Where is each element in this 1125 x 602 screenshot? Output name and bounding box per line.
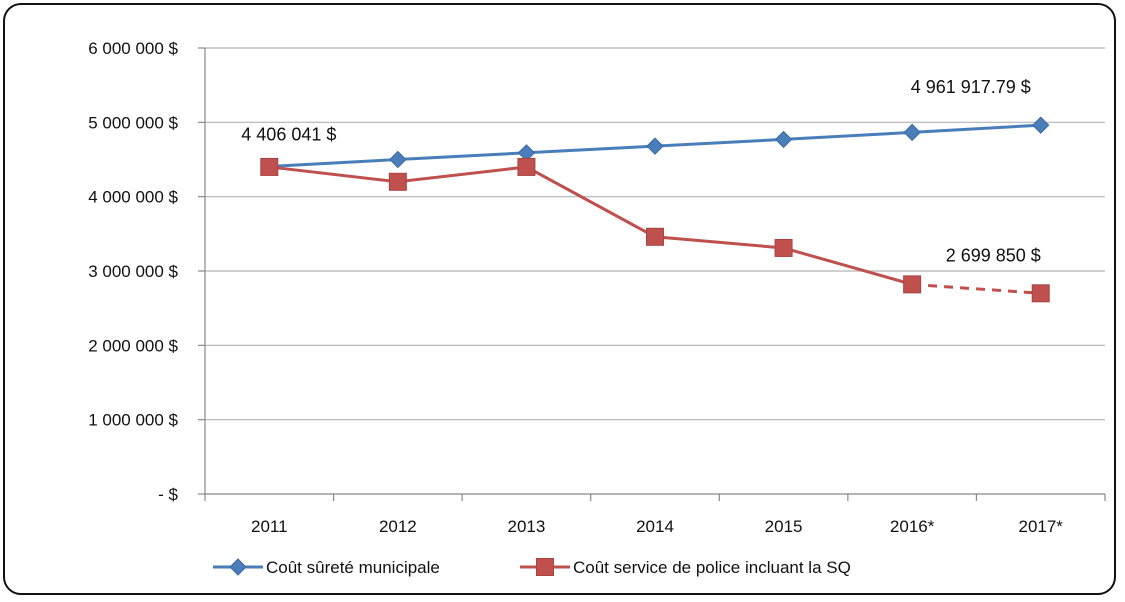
gridlines (198, 47, 1105, 495)
y-tick-label: - $ (158, 485, 178, 504)
data-point (903, 123, 921, 142)
data-point (903, 275, 922, 294)
y-tick-label: 2 000 000 $ (88, 336, 178, 355)
series-1 (260, 116, 1050, 176)
data-point (517, 157, 536, 176)
x-tick-label: 2015 (765, 517, 803, 536)
series-2 (260, 157, 1050, 303)
legend-marker (229, 558, 247, 576)
y-tick-label: 3 000 000 $ (88, 262, 178, 281)
y-tick-label: 1 000 000 $ (88, 411, 178, 430)
data-point (388, 172, 407, 191)
x-tick-label: 2014 (636, 517, 674, 536)
y-tick-label: 4 000 000 $ (88, 188, 178, 207)
data-point (774, 238, 793, 257)
data-point (646, 227, 664, 246)
y-tick-label: 5 000 000 $ (88, 113, 178, 132)
data-point (1031, 284, 1050, 303)
series-line-dashed (912, 282, 1041, 295)
data-label: 4 406 041 $ (241, 124, 336, 144)
y-axis-ticks: 6 000 000 $ 5 000 000 $ 4 000 000 $ 3 000 0… (88, 39, 178, 504)
data-label: 2 699 850 $ (946, 245, 1041, 265)
legend-marker (536, 558, 554, 576)
legend-label: Coût sûreté municipale (266, 558, 440, 577)
x-axis: 2011 2012 2013 2014 2015 2016* 2017* (204, 48, 1106, 536)
x-tick-label: 2017* (1018, 517, 1063, 536)
data-point (646, 137, 664, 155)
x-tick-label: 2011 (251, 517, 288, 536)
x-tick-label: 2016* (890, 517, 935, 536)
data-point (389, 150, 407, 169)
legend-label: Coût service de police incluant la SQ (573, 558, 851, 577)
annotations: 4 406 041 $ 4 961 917.79 $ 2 699 850 $ (241, 77, 1041, 265)
series-group (260, 116, 1050, 303)
x-tick-label: 2012 (379, 517, 417, 536)
chart-frame (3, 3, 1116, 595)
data-point (260, 157, 279, 176)
y-tick-label: 6 000 000 $ (88, 39, 178, 58)
data-point (1032, 116, 1050, 134)
data-point (774, 130, 793, 149)
series-line (269, 165, 913, 286)
x-tick-label: 2013 (508, 517, 546, 536)
legend: Coût sûreté municipale Coût service de po… (213, 558, 851, 577)
data-label: 4 961 917.79 $ (911, 77, 1031, 97)
